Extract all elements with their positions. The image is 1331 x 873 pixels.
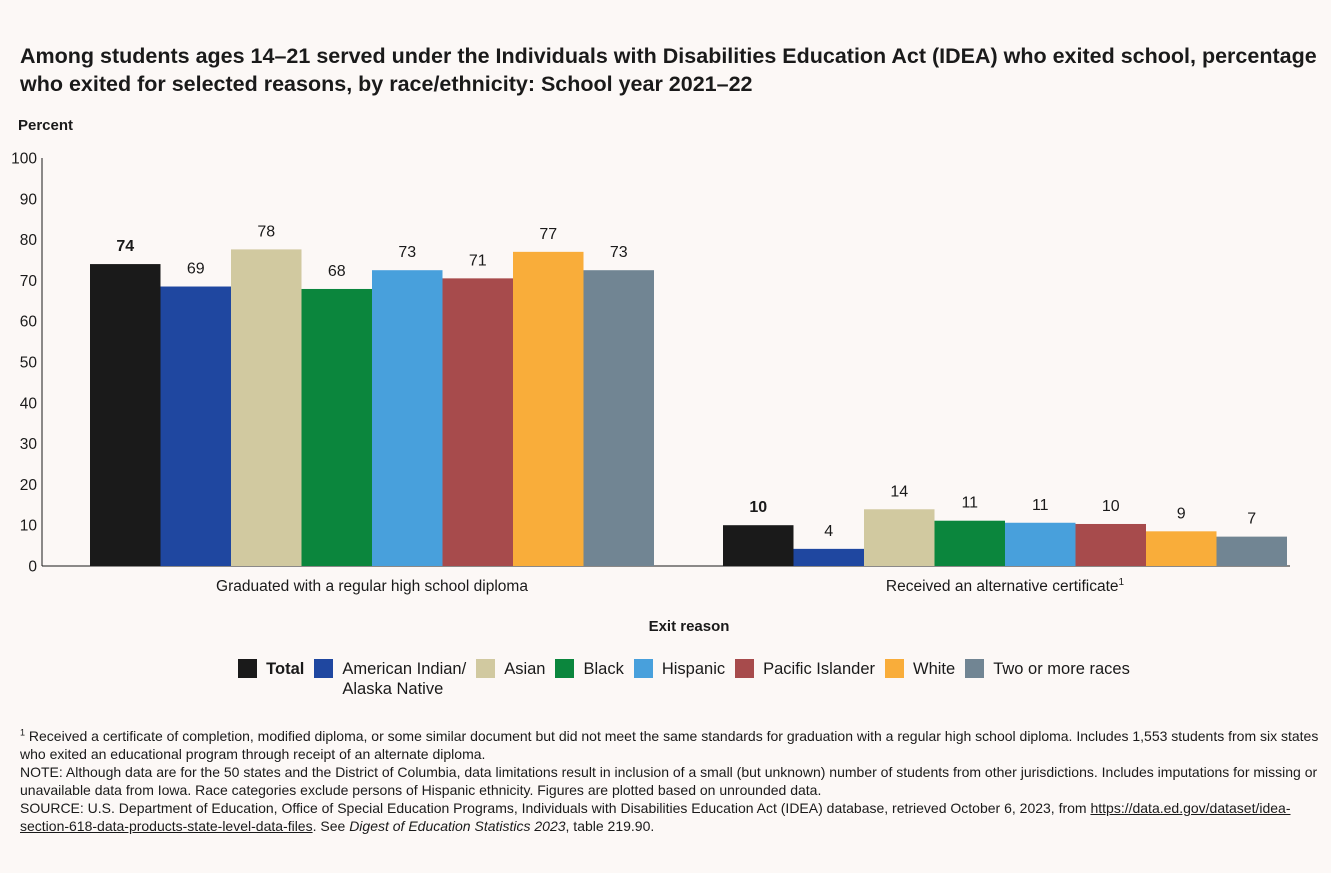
data-label: 11 [1032,497,1049,514]
footnote-text: Received a certificate of completion, mo… [20,728,1319,762]
y-tick-label: 20 [20,477,38,494]
legend-swatch-american-indian [314,659,334,678]
data-label: 7 [1247,511,1256,528]
source-link[interactable]: https://data.ed.gov/dataset/idea-section… [20,800,1291,834]
legend-label-american-indian: American Indian/ Alaska Native [342,659,466,699]
data-label: 74 [116,238,134,255]
data-label: 10 [749,499,767,516]
legend-item-asian: Asian [476,659,545,679]
legend-label-american-indian-line2: Alaska Native [342,680,444,698]
legend-item-american-indian: American Indian/ Alaska Native [314,659,466,699]
chart-notes: 1 Received a certificate of completion, … [20,727,1320,835]
footnote-1: 1 Received a certificate of completion, … [20,727,1320,763]
bar [793,548,864,566]
bar [442,278,513,566]
bar [372,270,443,566]
y-tick-label: 50 [20,355,38,372]
category-footnote-mark: 1 [1119,577,1125,588]
bar [301,288,372,566]
source-text: SOURCE: U.S. Department of Education, Of… [20,799,1320,835]
bar [231,249,302,566]
legend-label-black: Black [583,660,624,678]
legend-label-total: Total [266,660,305,678]
y-tick-label: 100 [11,151,37,168]
source-prefix: SOURCE: U.S. Department of Education, Of… [20,800,1091,816]
legend-item-total: Total [238,659,304,679]
bar [1146,531,1217,566]
y-tick-label: 80 [20,232,38,249]
y-tick-label: 90 [20,191,38,208]
legend-label-pacific-islander: Pacific Islander [763,660,876,678]
data-label: 10 [1102,498,1120,515]
data-label: 68 [328,263,346,280]
bar [934,520,1005,566]
legend-label-white: White [913,660,956,678]
legend-swatch-hispanic [633,659,653,678]
y-tick-label: 0 [28,559,37,576]
legend-swatch-total [238,659,258,678]
data-label: 14 [890,483,908,500]
note-text: NOTE: Although data are for the 50 state… [20,764,1318,798]
x-tick-label: Graduated with a regular high school dip… [216,578,528,595]
bar [1005,522,1076,566]
source-suffix: , table 219.90. [565,818,655,834]
legend-swatch-two-or-more [965,659,985,678]
bar [583,270,654,566]
data-label: 77 [539,226,557,243]
legend-swatch-white [885,659,905,678]
bar [90,264,161,566]
data-label: 9 [1177,505,1186,522]
data-label: 73 [610,244,628,261]
legend-swatch-asian [476,659,496,678]
y-tick-label: 70 [20,273,38,290]
data-label: 73 [398,244,416,261]
data-label: 71 [469,252,487,269]
legend-item-white: White [885,659,955,679]
bar [160,286,231,566]
data-label: 4 [824,523,833,540]
data-label: 78 [257,223,275,240]
y-tick-label: 10 [20,518,38,535]
bar [513,251,584,566]
y-axis-label: Percent [18,117,74,134]
data-label: 69 [187,261,205,278]
x-tick-label: Received an alternative certificate1 [886,577,1125,595]
source-mid: . See [312,818,350,834]
legend-label-two-or-more: Two or more races [993,660,1130,678]
legend-swatch-black [555,659,575,678]
legend-item-two-or-more: Two or more races [965,659,1130,679]
bar [723,525,794,566]
legend-swatch-pacific-islander [735,659,755,678]
data-label: 11 [961,495,978,512]
bar [864,509,935,566]
legend-label-american-indian-line1: American Indian/ [342,660,467,678]
bar [1075,523,1146,566]
footnote-mark: 1 [20,727,26,738]
source-publication: Digest of Education Statistics 2023 [349,818,566,834]
legend-item-black: Black [555,659,624,679]
y-tick-label: 40 [20,395,38,412]
y-tick-label: 60 [20,314,38,331]
legend-label-asian: Asian [504,660,546,678]
legend-item-hispanic: Hispanic [633,659,726,679]
legend-label-hispanic: Hispanic [661,660,726,678]
chart-title: Among students ages 14–21 served under t… [20,44,1317,96]
legend: Total American Indian/ Alaska Native Asi… [0,659,1331,699]
legend-item-pacific-islander: Pacific Islander [735,659,875,679]
y-tick-label: 30 [20,436,38,453]
x-axis-label: Exit reason [648,618,730,635]
bar [1216,536,1287,566]
